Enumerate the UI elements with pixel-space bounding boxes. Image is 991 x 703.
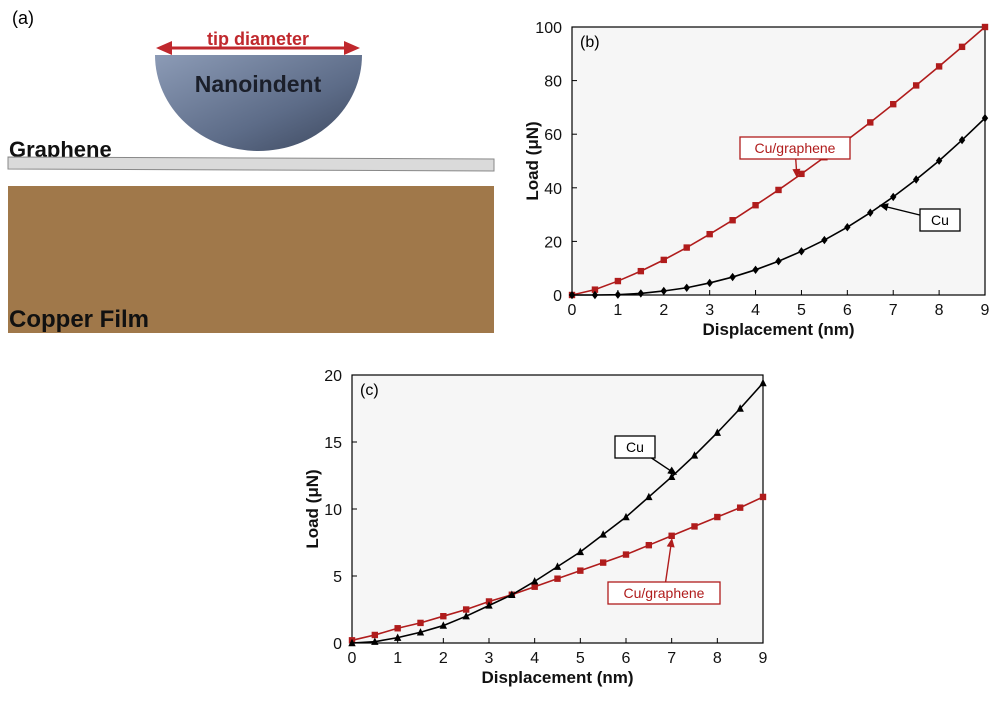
x-tick-label: 5 <box>576 650 585 667</box>
marker <box>661 257 667 263</box>
panel-label: (a) <box>12 8 34 28</box>
marker <box>417 620 423 626</box>
marker <box>600 559 606 565</box>
marker <box>959 44 965 50</box>
marker <box>638 268 644 274</box>
x-tick-label: 0 <box>568 302 577 319</box>
panel-label: (c) <box>360 382 379 399</box>
y-tick-label: 40 <box>544 181 562 198</box>
x-tick-label: 2 <box>659 302 668 319</box>
marker <box>615 278 621 284</box>
x-tick-label: 9 <box>759 650 768 667</box>
figure: (a) tip diameter Nanoindent Graphene Cop… <box>0 0 991 698</box>
y-tick-label: 15 <box>324 435 342 452</box>
marker <box>913 82 919 88</box>
marker <box>577 567 583 573</box>
series-label: Cu/graphene <box>755 140 836 156</box>
tip-name: Nanoindent <box>195 71 322 97</box>
tip-label: tip diameter <box>207 29 309 49</box>
x-tick-label: 7 <box>667 650 676 667</box>
x-tick-label: 6 <box>622 650 631 667</box>
x-tick-label: 9 <box>981 302 990 319</box>
marker <box>623 551 629 557</box>
x-axis-label: Displacement (nm) <box>481 668 633 687</box>
marker <box>684 244 690 250</box>
marker <box>394 625 400 631</box>
series-label: Cu <box>931 212 949 228</box>
y-tick-label: 10 <box>324 502 342 519</box>
y-tick-label: 0 <box>553 288 562 305</box>
marker <box>691 523 697 529</box>
y-tick-label: 80 <box>544 74 562 91</box>
arrow-head <box>156 41 172 55</box>
marker <box>463 606 469 612</box>
y-axis-label: Load (μN) <box>303 469 322 548</box>
x-tick-label: 2 <box>439 650 448 667</box>
x-tick-label: 1 <box>613 302 622 319</box>
marker <box>760 494 766 500</box>
x-tick-label: 4 <box>751 302 760 319</box>
marker <box>982 24 988 30</box>
y-axis-label: Load (μN) <box>523 121 542 200</box>
series-label: Cu/graphene <box>624 585 705 601</box>
panel-label: (b) <box>580 34 600 51</box>
chart: (b) 0 1 2 3 4 5 6 7 8 9 0 20 40 60 80 100 Displacement (n… <box>523 20 990 339</box>
y-tick-label: 60 <box>544 127 562 144</box>
x-tick-label: 7 <box>889 302 898 319</box>
marker <box>890 101 896 107</box>
series-label: Cu <box>626 439 644 455</box>
substrate-label: Copper Film <box>9 306 149 333</box>
marker <box>706 231 712 237</box>
y-tick-label: 20 <box>544 234 562 251</box>
marker <box>936 63 942 69</box>
x-tick-label: 3 <box>485 650 494 667</box>
marker <box>752 202 758 208</box>
x-tick-label: 3 <box>705 302 714 319</box>
x-tick-label: 8 <box>935 302 944 319</box>
marker <box>737 504 743 510</box>
arrow-head <box>344 41 360 55</box>
marker <box>440 613 446 619</box>
marker <box>646 542 652 548</box>
x-tick-label: 5 <box>797 302 806 319</box>
x-tick-label: 4 <box>530 650 539 667</box>
y-tick-label: 20 <box>324 368 342 385</box>
marker <box>668 533 674 539</box>
x-axis-label: Displacement (nm) <box>702 320 854 339</box>
marker <box>714 514 720 520</box>
marker <box>372 632 378 638</box>
marker <box>867 119 873 125</box>
x-tick-label: 0 <box>348 650 357 667</box>
marker <box>775 187 781 193</box>
y-tick-label: 100 <box>535 20 562 37</box>
graphene-layer <box>8 157 494 171</box>
y-tick-label: 5 <box>333 569 342 586</box>
marker <box>729 217 735 223</box>
plot-area <box>572 27 985 295</box>
chart: (c) 0 1 2 3 4 5 6 7 8 9 0 5 10 15 20 Displacement (nm) Lo… <box>303 368 768 687</box>
x-tick-label: 6 <box>843 302 852 319</box>
indenter-tip <box>155 55 362 151</box>
y-tick-label: 0 <box>333 636 342 653</box>
diagram: (a) tip diameter Nanoindent Graphene Cop… <box>8 8 494 333</box>
x-tick-label: 1 <box>393 650 402 667</box>
marker <box>554 575 560 581</box>
x-tick-label: 8 <box>713 650 722 667</box>
